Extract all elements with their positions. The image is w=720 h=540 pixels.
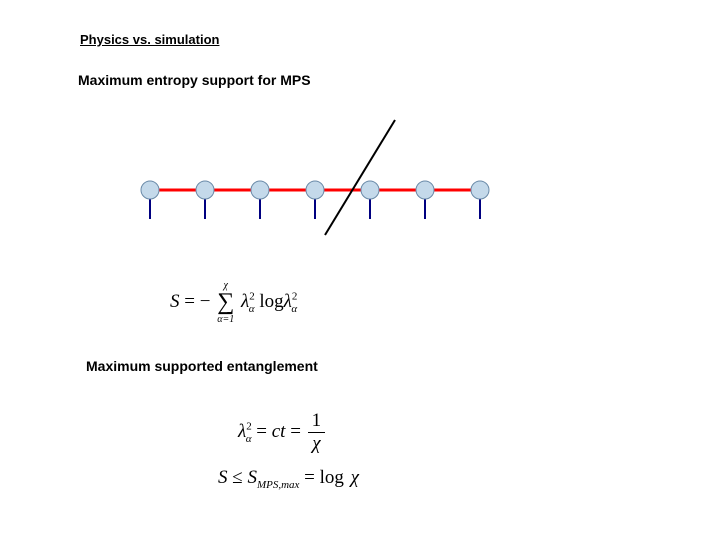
eq3-lhs: S [218,467,228,488]
eq1-sum: χ ∑ α=1 [217,290,234,315]
eq3-chi: χ [351,467,359,488]
eq3-rhs: SMPS,max [247,467,299,488]
eq1-log: log [259,291,283,312]
eq3-log: log [320,467,344,488]
heading-supported-entanglement: Maximum supported entanglement [86,358,318,374]
mps-chain-diagram [0,0,720,540]
eq1-lambda1: λ2α [241,291,255,312]
eq2-fraction: 1 χ [308,410,326,455]
eq1-lambda2: λ2α [284,291,298,312]
entropy-equation: S = − χ ∑ α=1 λ2α logλ2α [170,290,297,315]
eq1-lhs: S [170,291,180,312]
lambda-equation: λ2α = ct = 1 χ [238,410,327,455]
bound-equation: S ≤ SMPS,max = log χ [218,467,359,491]
eq2-lhs: λ2α [238,421,252,442]
eq2-ct: ct [272,421,286,442]
